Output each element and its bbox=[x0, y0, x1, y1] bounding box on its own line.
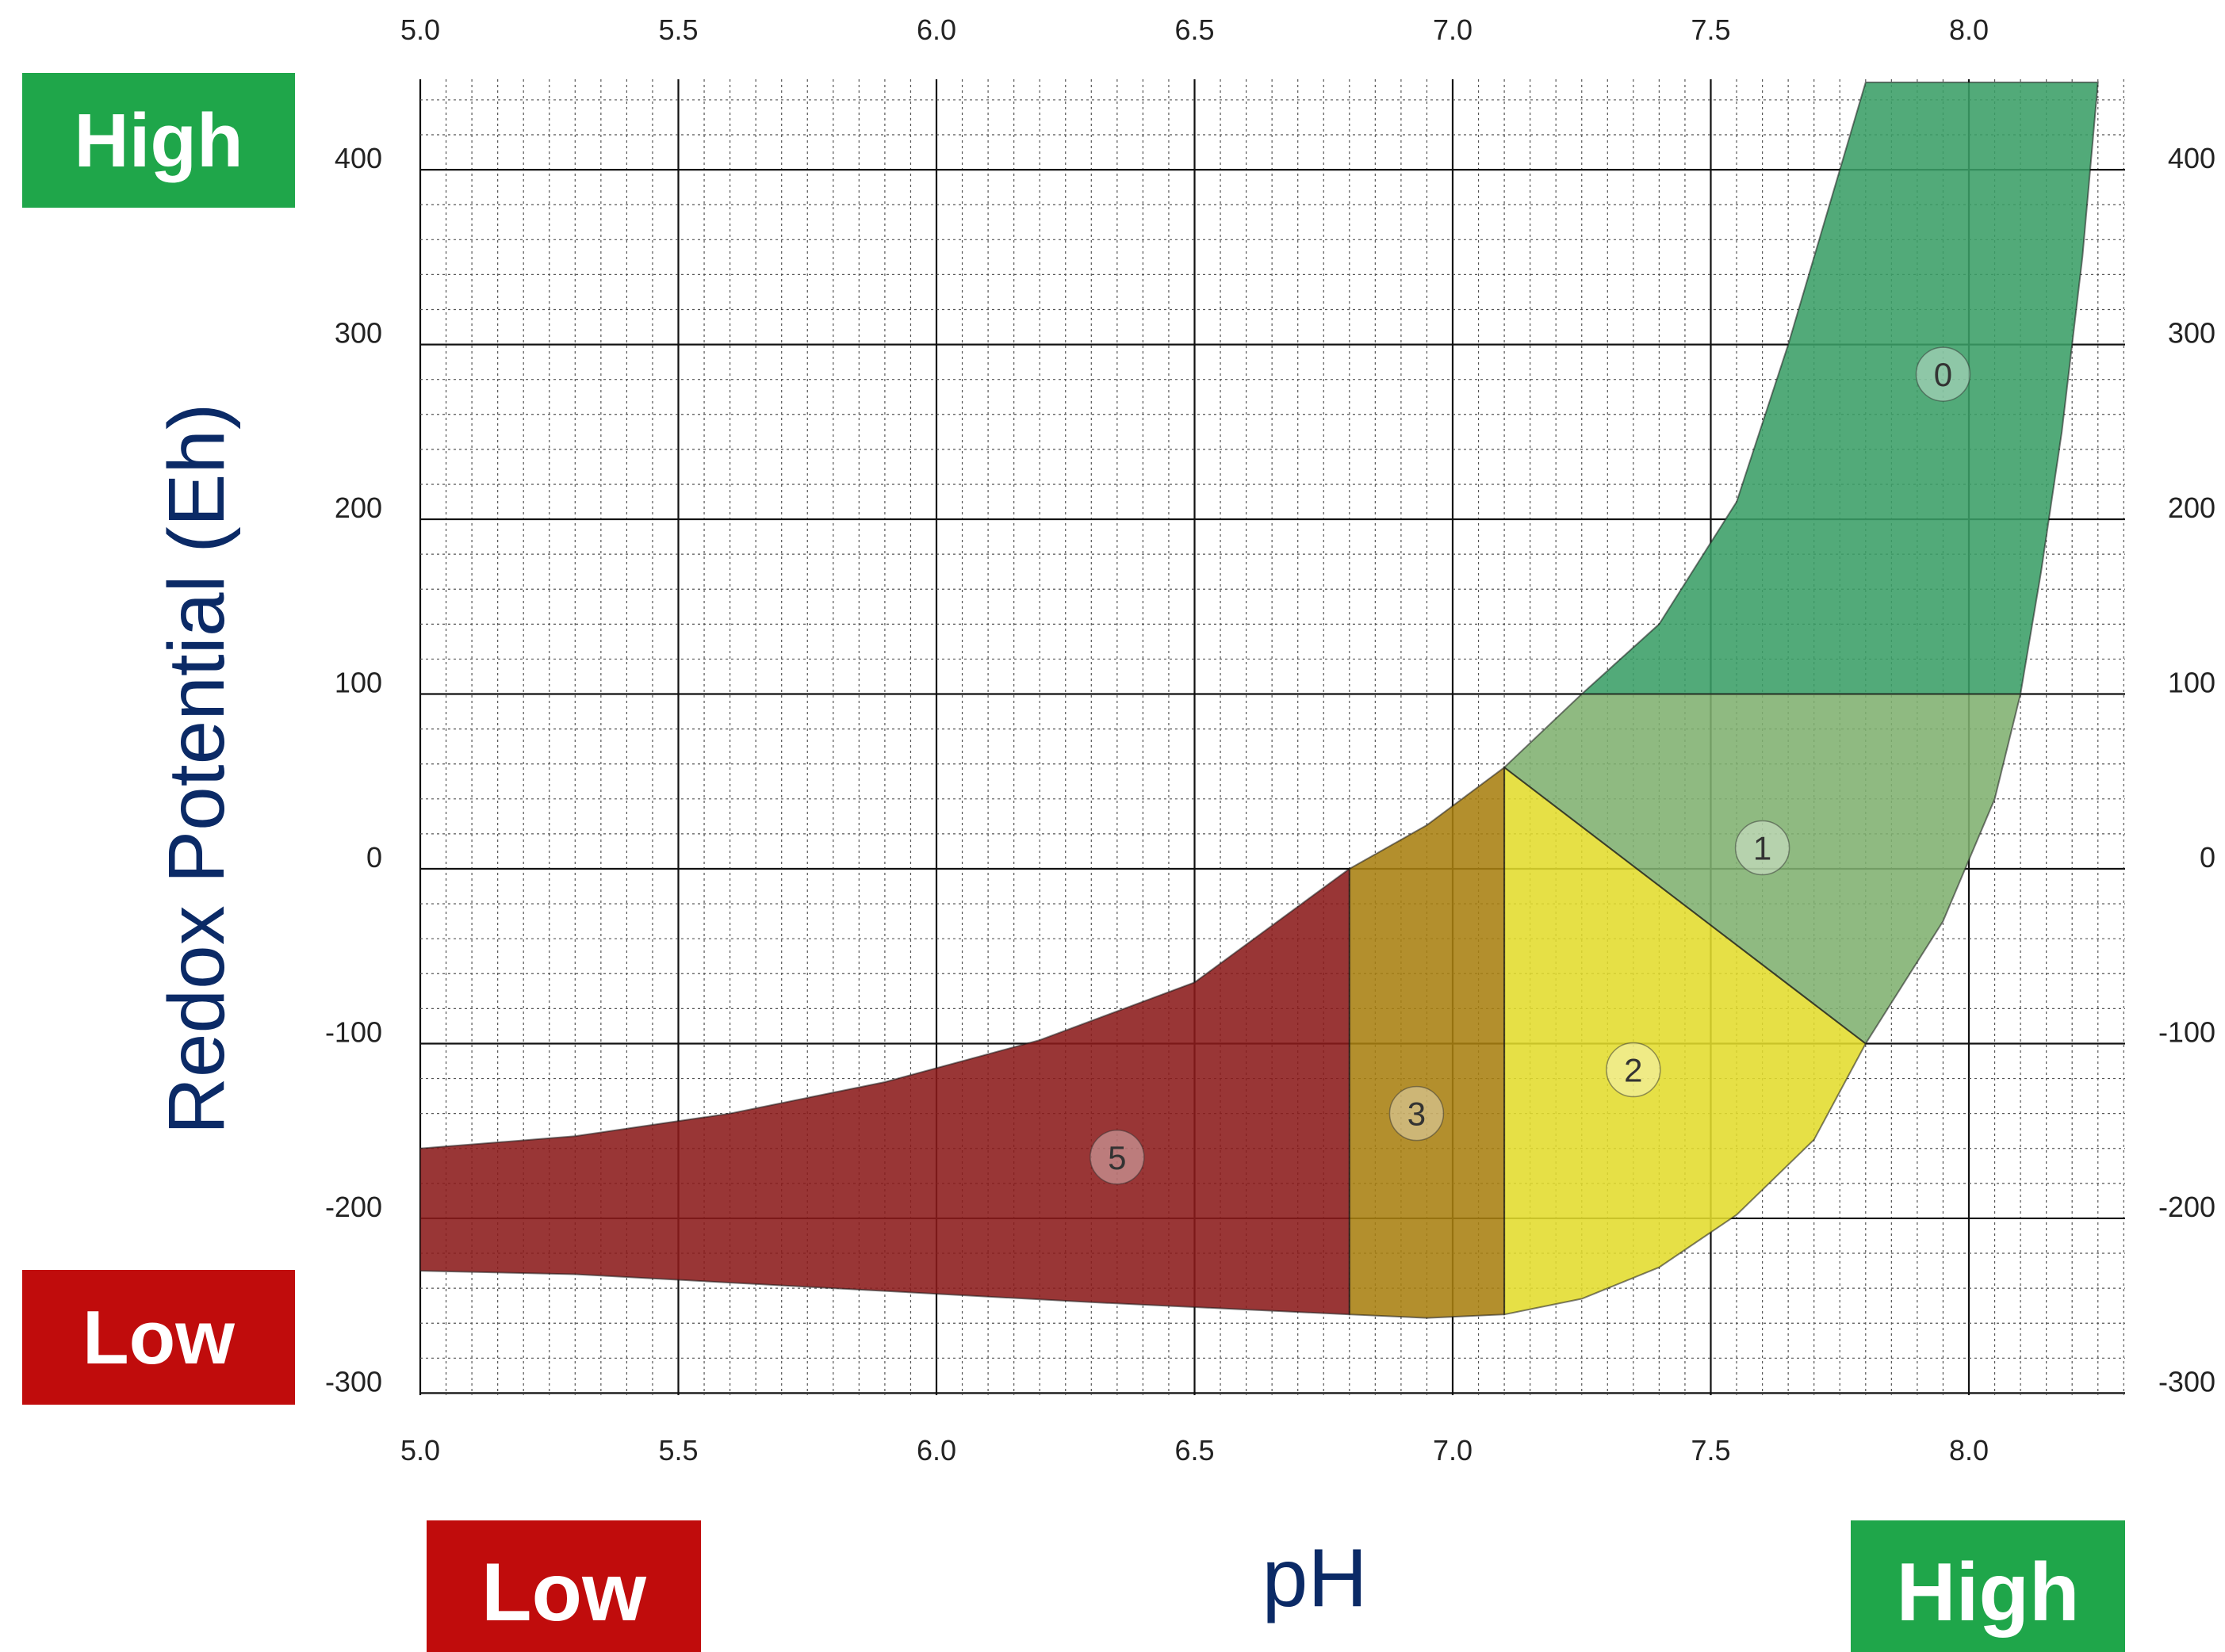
x-tick-bottom: 7.0 bbox=[1433, 1434, 1472, 1467]
y-tick-left: 0 bbox=[366, 841, 382, 874]
y-tick-right: 200 bbox=[2168, 491, 2215, 524]
region-1-marker bbox=[1734, 820, 1790, 876]
region-1 bbox=[1504, 694, 2021, 1044]
region-5-label: 5 bbox=[1108, 1139, 1126, 1176]
y-low-badge: Low bbox=[22, 1270, 295, 1405]
y-tick-right: 300 bbox=[2168, 317, 2215, 350]
x-tick-bottom: 6.5 bbox=[1174, 1434, 1214, 1467]
region-3-marker bbox=[1388, 1085, 1445, 1141]
region-2 bbox=[1504, 767, 1866, 1315]
y-tick-left: 400 bbox=[335, 142, 382, 174]
y-tick-right: 100 bbox=[2168, 667, 2215, 699]
y-tick-left: -100 bbox=[325, 1015, 382, 1048]
y-tick-left: 100 bbox=[335, 667, 382, 699]
region-0 bbox=[1581, 82, 2098, 694]
x-low-badge-text: Low bbox=[481, 1547, 647, 1639]
y-high-badge: High bbox=[22, 73, 295, 208]
y-axis-title: Redox Potential (Eh) bbox=[152, 403, 241, 1135]
y-tick-right: 0 bbox=[2200, 841, 2215, 874]
regions bbox=[420, 82, 2098, 1318]
region-2-outline bbox=[1503, 766, 1867, 1316]
region-0-label: 0 bbox=[1934, 356, 1952, 393]
y-axis-title-text: Redox Potential (Eh) bbox=[152, 403, 241, 1135]
x-tick-top: 7.5 bbox=[1691, 13, 1730, 46]
y-tick-right: -100 bbox=[2158, 1015, 2215, 1048]
x-tick-top: 8.0 bbox=[1949, 13, 1989, 46]
x-tick-bottom: 5.0 bbox=[400, 1434, 440, 1467]
x-tick-bottom: 6.0 bbox=[917, 1434, 956, 1467]
region-boundaries bbox=[419, 81, 2099, 1319]
x-tick-bottom: 5.5 bbox=[658, 1434, 698, 1467]
region-0-marker bbox=[1915, 346, 1971, 402]
y-tick-left: -300 bbox=[325, 1365, 382, 1398]
region-0-outline bbox=[1580, 81, 2099, 695]
x-high-badge: High bbox=[1851, 1520, 2125, 1652]
y-tick-right: 400 bbox=[2168, 142, 2215, 174]
x-tick-bottom: 7.5 bbox=[1691, 1434, 1730, 1467]
y-high-badge-text: High bbox=[74, 98, 243, 183]
region-5 bbox=[420, 869, 1350, 1315]
y-tick-left: 200 bbox=[335, 491, 382, 524]
x-tick-top: 7.0 bbox=[1433, 13, 1472, 46]
region-5-marker bbox=[1090, 1130, 1145, 1185]
region-2-marker bbox=[1606, 1042, 1661, 1098]
region-3 bbox=[1349, 767, 1505, 1318]
tick-labels: 5.0 5.0 5.5 5.5 6.0 6.0 6.5 6.5 7.0 7.0 7.5 7.5 8.0 8… bbox=[325, 13, 2215, 1467]
x-tick-bottom: 8.0 bbox=[1949, 1434, 1989, 1467]
x-tick-top: 5.0 bbox=[400, 13, 440, 46]
y-tick-right: -200 bbox=[2158, 1191, 2215, 1223]
y-low-badge-text: Low bbox=[82, 1295, 235, 1380]
y-tick-right: -300 bbox=[2158, 1365, 2215, 1398]
region-2-label: 2 bbox=[1624, 1052, 1642, 1089]
y-tick-left: 300 bbox=[335, 317, 382, 350]
x-tick-top: 6.0 bbox=[917, 13, 956, 46]
x-tick-top: 5.5 bbox=[658, 13, 698, 46]
region-1-label: 1 bbox=[1753, 830, 1771, 867]
x-axis-title: pH bbox=[1262, 1532, 1368, 1624]
region-3-label: 3 bbox=[1407, 1096, 1426, 1133]
x-low-badge: Low bbox=[427, 1520, 701, 1652]
x-tick-top: 6.5 bbox=[1174, 13, 1214, 46]
y-tick-left: -200 bbox=[325, 1191, 382, 1223]
x-high-badge-text: High bbox=[1896, 1547, 2079, 1639]
zone-labels: 5 3 2 1 0 bbox=[1090, 346, 1971, 1185]
